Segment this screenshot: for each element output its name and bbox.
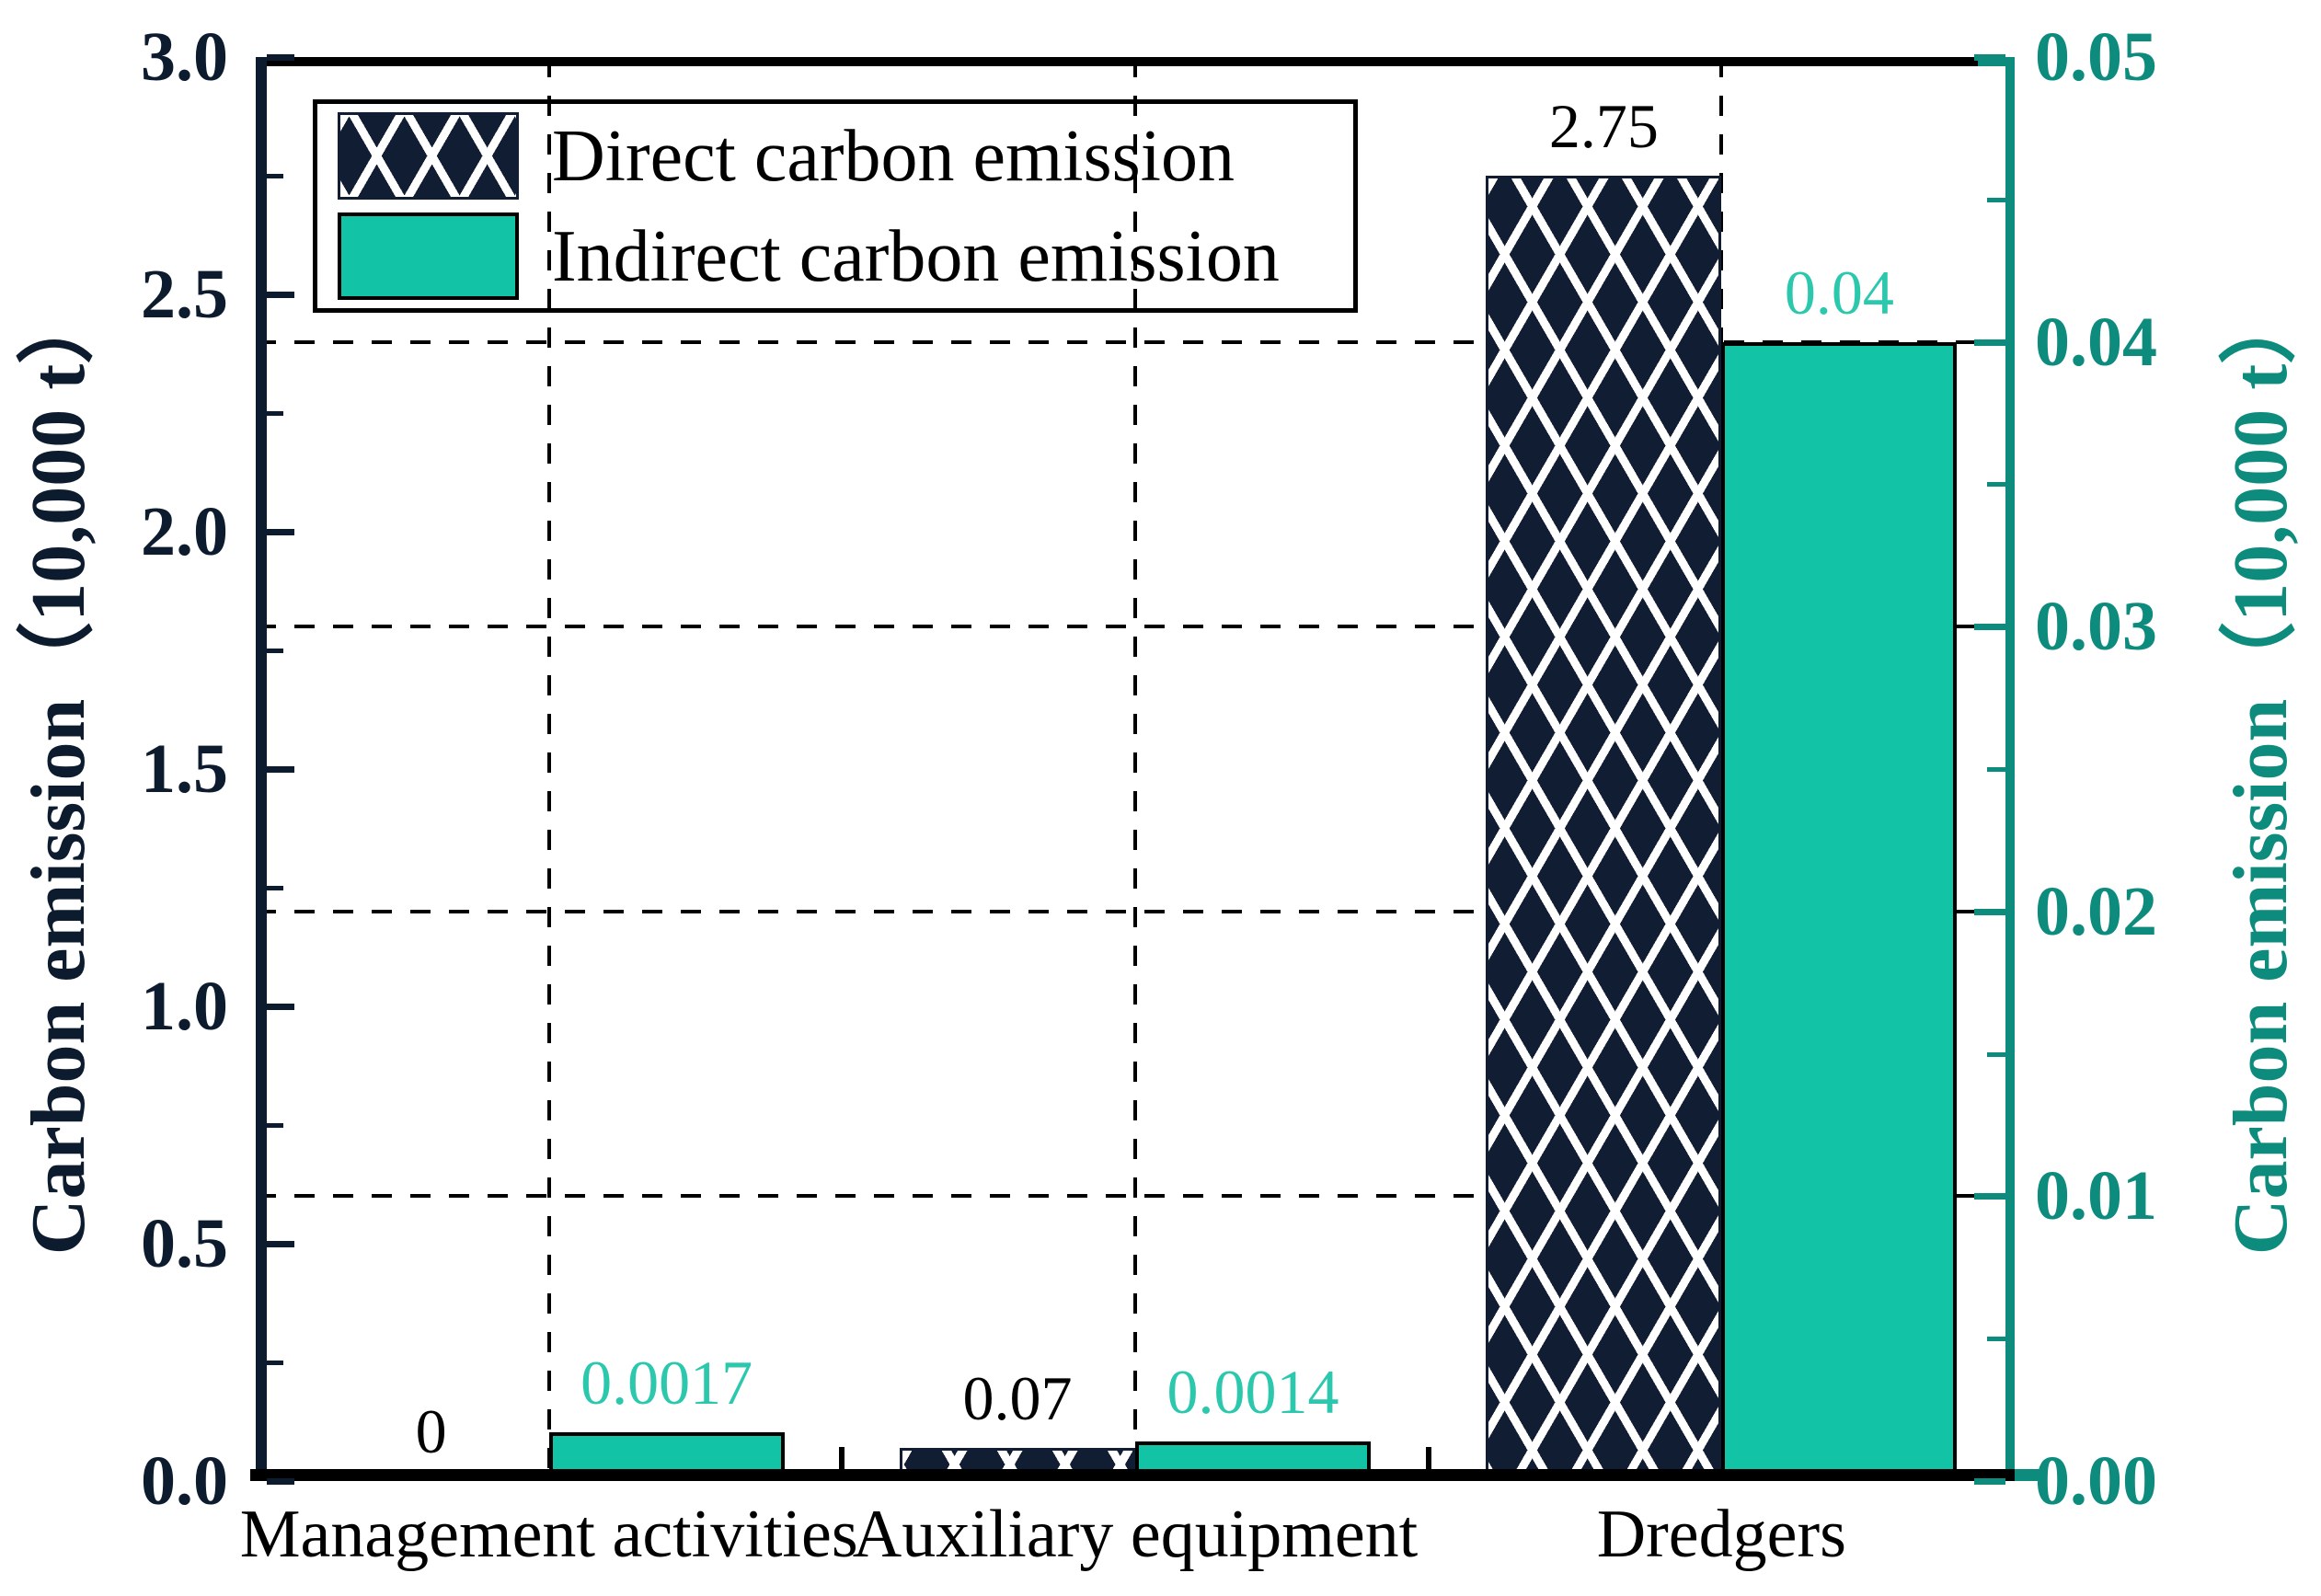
bar-value-label: 0.07 [962,1362,1073,1433]
left-axis-major-tick [267,54,294,61]
left-axis-minor-tick [267,1123,283,1128]
left-axis-tick-label: 0.5 [141,1205,228,1282]
bar-value-label: 0 [415,1396,447,1466]
category-label-1: Management activities [239,1497,858,1572]
right-axis-tick-label: 0.05 [2035,18,2157,96]
left-axis-tick-label: 3.0 [141,18,228,96]
left-axis-major-tick [267,529,294,535]
right-axis-minor-tick [1987,1051,2005,1057]
direct-series-swatch-icon [338,112,519,200]
left-axis-minor-tick [267,886,283,890]
right-axis-tick-label: 0.00 [2035,1442,2157,1520]
right-axis-minor-tick [1987,1337,2005,1342]
right-axis-top-foot [1978,57,2015,66]
left-axis-major-tick [267,292,294,298]
left-axis-minor-tick [267,1361,283,1365]
right-axis-major-tick [1974,339,2005,346]
legend-row-indirect: Indirect carbon emission [338,212,1353,300]
x-axis-boundary-tick [1425,1447,1431,1469]
bar-direct-3 [1486,176,1722,1481]
left-axis-major-tick [267,1478,294,1485]
left-axis-major-tick [267,1004,294,1010]
left-axis-major-tick [267,766,294,773]
bar-value-label: 0.0017 [580,1348,753,1418]
right-axis-tick-label: 0.04 [2035,303,2157,381]
bar-indirect-3 [1721,341,1958,1481]
x-axis-boundary-tick [839,1447,845,1469]
indirect-series-swatch-icon [338,212,519,300]
right-axis-major-tick [1974,54,2005,61]
legend-label-indirect: Indirect carbon emission [552,215,1280,297]
left-axis-tick-label: 2.0 [141,493,228,570]
legend: Direct carbon emission Indirect carbon e… [313,99,1358,313]
right-axis-minor-tick [1987,767,2005,772]
plot-area: 0 0.07 2.75 0.0017 0.0014 0.04 [250,54,2046,1485]
left-axis-major-tick [267,1241,294,1247]
right-axis-minor-tick [1987,482,2005,488]
left-axis-tick-label: 1.0 [141,968,228,1045]
right-axis-major-tick [1974,1193,2005,1200]
bar-value-label: 2.75 [1548,91,1659,161]
right-axis-tick-label: 0.03 [2035,588,2157,666]
right-axis-major-tick [1974,624,2005,631]
right-axis-line [2005,57,2015,1481]
left-axis-tick-label: 2.5 [141,256,228,333]
gridline-vertical [546,57,551,1481]
right-axis-title: Carbon emission（10,000 t） [2218,286,2304,1256]
legend-row-direct: Direct carbon emission [338,112,1353,200]
right-axis-major-tick [1974,908,2005,915]
bar-value-label: 0.0014 [1166,1356,1339,1427]
bar-value-label: 0.04 [1784,257,1894,327]
left-axis-minor-tick [267,649,283,653]
x-axis-line [250,1469,2015,1481]
left-axis-tick-label: 0.0 [141,1442,228,1520]
left-axis-minor-tick [267,411,283,416]
plot-top-border [256,57,2015,66]
right-axis-major-tick [1974,1478,2005,1485]
right-axis-tick-label: 0.01 [2035,1157,2157,1235]
left-axis-minor-tick [267,174,283,178]
left-axis-tick-label: 1.5 [141,730,228,808]
right-axis-bottom-foot [2005,1469,2046,1481]
legend-label-direct: Direct carbon emission [552,115,1235,197]
left-axis-line [256,57,267,1481]
gridline-vertical [1133,57,1137,1481]
right-axis-tick-label: 0.02 [2035,872,2157,950]
right-axis-minor-tick [1987,197,2005,202]
category-label-2: Auxiliary equipment [852,1497,1419,1572]
category-label-3: Dredgers [1596,1497,1846,1572]
